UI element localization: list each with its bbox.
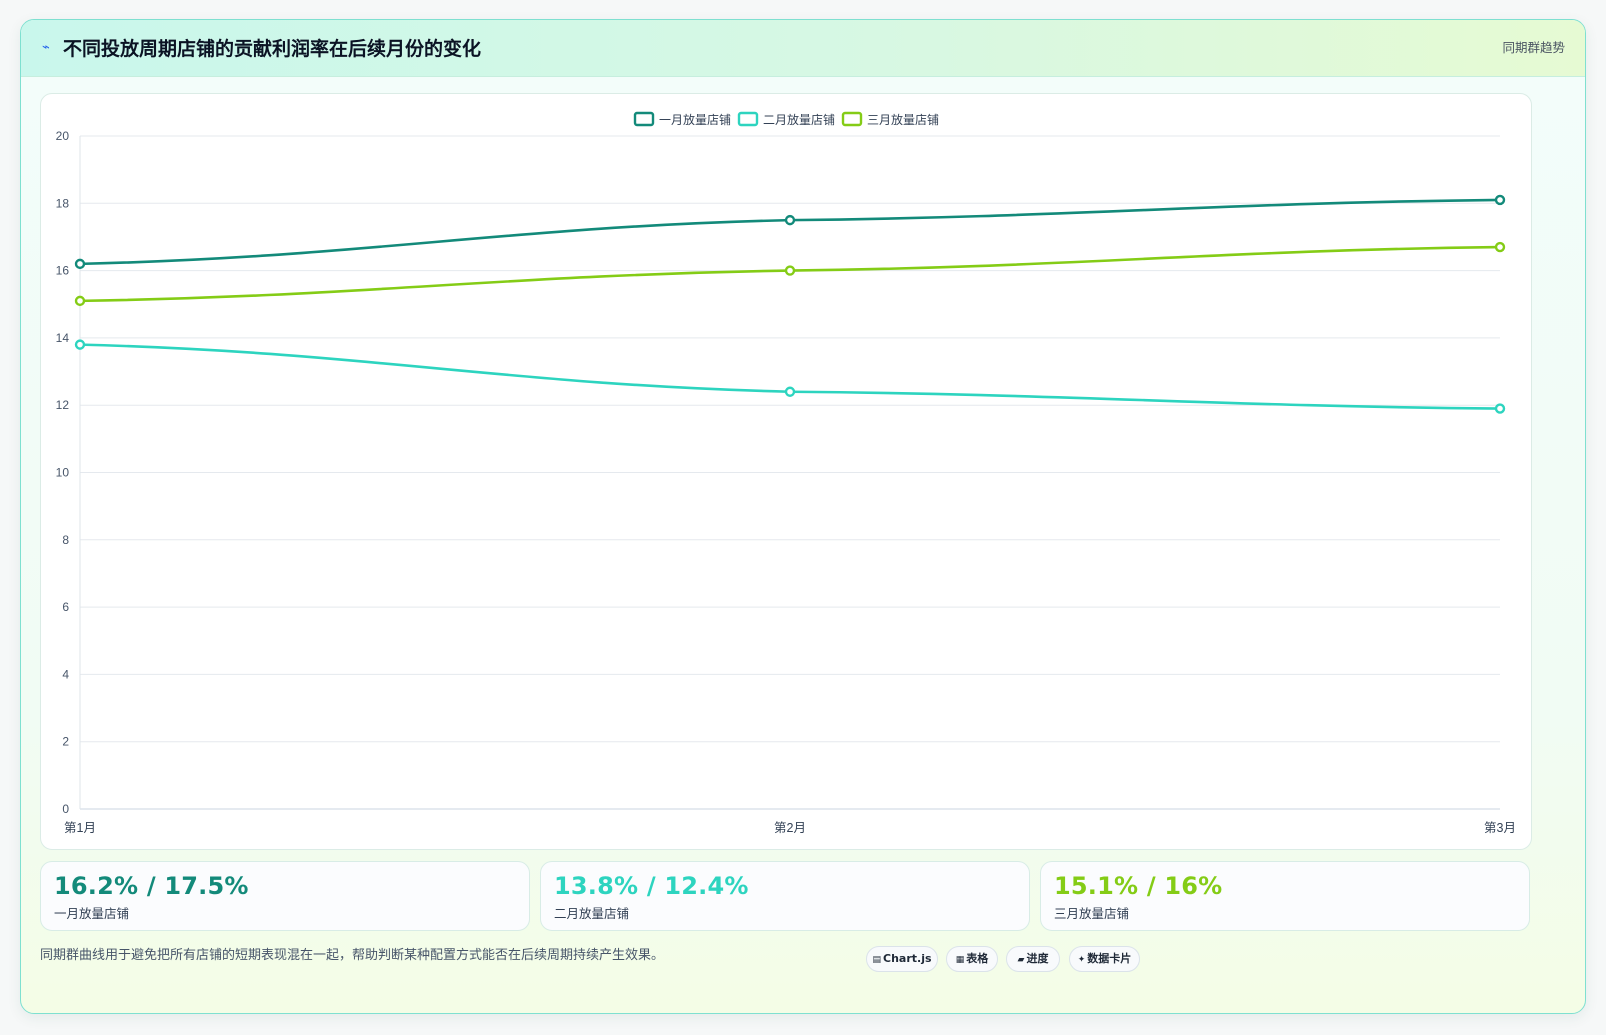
data-point [784, 265, 796, 276]
stat-card-mar: 15.1% / 16% 三月放量店铺 [1040, 861, 1530, 931]
series-line-1 [78, 198, 1502, 266]
stat-value: 16.2% / 17.5% [54, 872, 249, 900]
stat-card-feb: 13.8% / 12.4% 二月放量店铺 [540, 861, 1030, 931]
line-chart: 0 2 4 6 8 10 12 14 16 18 20 第1月 第2月 第3月 一月放量店铺 二月放量店铺 三月… [56, 111, 1516, 835]
stat-card-jan: 16.2% / 17.5% 一月放量店铺 [40, 861, 530, 931]
y-tick-label: 16 [56, 264, 70, 278]
legend-swatch [737, 111, 759, 127]
legend-swatch [841, 111, 863, 127]
y-tick-label: 4 [62, 667, 69, 681]
series-line-2 [78, 343, 1502, 410]
chart-icon: ▤ [872, 955, 881, 965]
stat-label: 二月放量店铺 [554, 906, 630, 921]
sparkle-icon: ✦ [1077, 955, 1086, 965]
progress-icon: ▰ [1017, 955, 1025, 965]
y-tick-label: 18 [56, 196, 70, 210]
stat-value: 13.8% / 12.4% [554, 872, 749, 900]
table-icon: ▦ [955, 955, 965, 965]
chart-card: ⌁ 不同投放周期店铺的贡献利润率在后续月份的变化 同期群趋势 0 2 4 6 8 10 12… [20, 19, 1586, 1014]
data-point [74, 258, 86, 270]
chart-panel: 0 2 4 6 8 10 12 14 16 18 20 第1月 第2月 第3月 一月放量店铺 二月放量店铺 三月… [40, 93, 1532, 850]
lightning-icon: ⌁ [42, 40, 50, 55]
stat-label: 三月放量店铺 [1054, 906, 1130, 921]
data-point [1494, 241, 1506, 253]
y-tick-label: 10 [56, 466, 70, 480]
y-tick-label: 2 [62, 735, 69, 749]
data-point [1494, 403, 1506, 414]
data-point [74, 339, 86, 350]
y-tick-label: 0 [62, 802, 69, 816]
legend-swatch [633, 111, 655, 127]
stat-label: 一月放量店铺 [54, 906, 130, 921]
chart-title: 不同投放周期店铺的贡献利润率在后续月份的变化 [63, 38, 482, 60]
x-tick-label: 第1月 [64, 821, 96, 835]
card-header: ⌁ 不同投放周期店铺的贡献利润率在后续月份的变化 同期群趋势 [21, 20, 1585, 77]
y-tick-label: 6 [62, 600, 69, 614]
stat-value: 15.1% / 16% [1054, 872, 1223, 900]
x-tick-label: 第2月 [774, 821, 806, 835]
footnote: 同期群曲线用于避免把所有店铺的短期表现混在一起，帮助判断某种配置方式能否在后续周… [40, 948, 665, 963]
y-tick-label: 8 [62, 533, 69, 547]
x-tick-label: 第3月 [1484, 821, 1516, 835]
data-point [784, 386, 796, 397]
data-point [1494, 194, 1506, 206]
header-tag: 同期群趋势 [1502, 40, 1565, 55]
data-point [784, 214, 796, 226]
chip-chartjs[interactable]: ▤ Chart.js [866, 946, 938, 972]
y-tick-label: 14 [56, 331, 70, 345]
y-tick-label: 20 [56, 129, 70, 143]
chip-progress[interactable]: ▰ 进度 [1006, 946, 1060, 972]
y-tick-label: 12 [56, 398, 70, 412]
legend-label: 一月放量店铺 [659, 112, 731, 127]
legend-label: 三月放量店铺 [867, 112, 939, 127]
chip-table[interactable]: ▦ 表格 [946, 946, 998, 972]
data-point [74, 295, 86, 307]
legend-label: 二月放量店铺 [763, 112, 835, 127]
chip-data-card[interactable]: ✦ 数据卡片 [1069, 946, 1140, 972]
